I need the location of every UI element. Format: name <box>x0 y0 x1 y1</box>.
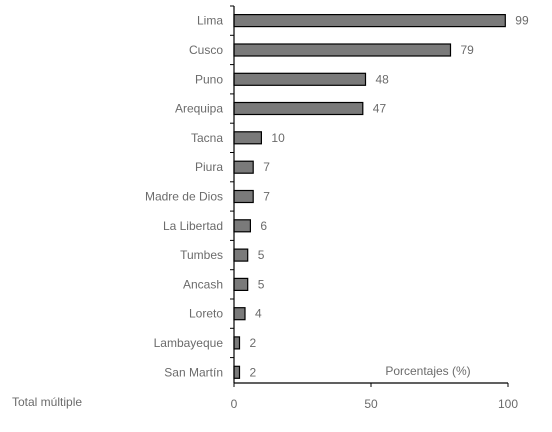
bar <box>233 365 241 379</box>
bar <box>233 248 249 262</box>
value-label: 99 <box>515 14 529 28</box>
bar <box>233 160 254 174</box>
bar <box>233 101 364 116</box>
value-label: 5 <box>258 277 265 291</box>
category-label: Tacna <box>191 131 223 145</box>
value-label: 7 <box>263 190 270 204</box>
x-tick-label: 100 <box>498 397 518 411</box>
x-tick-label: 50 <box>364 397 378 411</box>
bar <box>233 307 246 321</box>
bar <box>233 72 367 86</box>
category-label: Cusco <box>189 43 223 57</box>
bar <box>233 14 506 28</box>
value-label: 7 <box>263 160 270 174</box>
value-label: 5 <box>258 248 265 262</box>
bar <box>233 189 254 204</box>
value-label: 10 <box>271 131 285 145</box>
value-labels-group: 99 79 48 47 10 7 7 6 5 5 4 2 2 <box>250 14 529 380</box>
category-labels-group: Lima Cusco Puno Arequipa Tacna Piura Madre de … <box>145 14 223 380</box>
value-label: 2 <box>250 336 257 350</box>
value-label: 47 <box>373 102 387 116</box>
x-axis-group: 0 50 100 <box>231 382 518 411</box>
category-label: San Martín <box>164 365 223 379</box>
value-label: 6 <box>260 219 267 233</box>
x-tick-label: 0 <box>231 397 238 411</box>
x-axis-label: Porcentajes (%) <box>385 364 470 378</box>
bar <box>233 131 262 145</box>
bar <box>233 277 249 291</box>
y-axis-group <box>230 5 235 383</box>
category-label: Madre de Dios <box>145 190 223 204</box>
category-label: Lima <box>197 14 223 28</box>
bar <box>233 43 452 57</box>
value-label: 2 <box>250 365 257 379</box>
footnote: Total múltiple <box>12 395 82 409</box>
value-label: 48 <box>376 72 390 86</box>
category-label: Loreto <box>189 307 223 321</box>
value-label: 4 <box>255 307 262 321</box>
category-label: Tumbes <box>180 248 223 262</box>
bar <box>233 219 251 233</box>
bars-group <box>233 14 506 379</box>
bar <box>233 336 241 350</box>
category-label: La Libertad <box>163 219 223 233</box>
category-label: Lambayeque <box>154 336 224 350</box>
category-label: Piura <box>195 160 223 174</box>
category-label: Puno <box>195 72 223 86</box>
category-label: Ancash <box>183 277 223 291</box>
value-label: 79 <box>461 43 475 57</box>
category-label: Arequipa <box>175 102 223 116</box>
